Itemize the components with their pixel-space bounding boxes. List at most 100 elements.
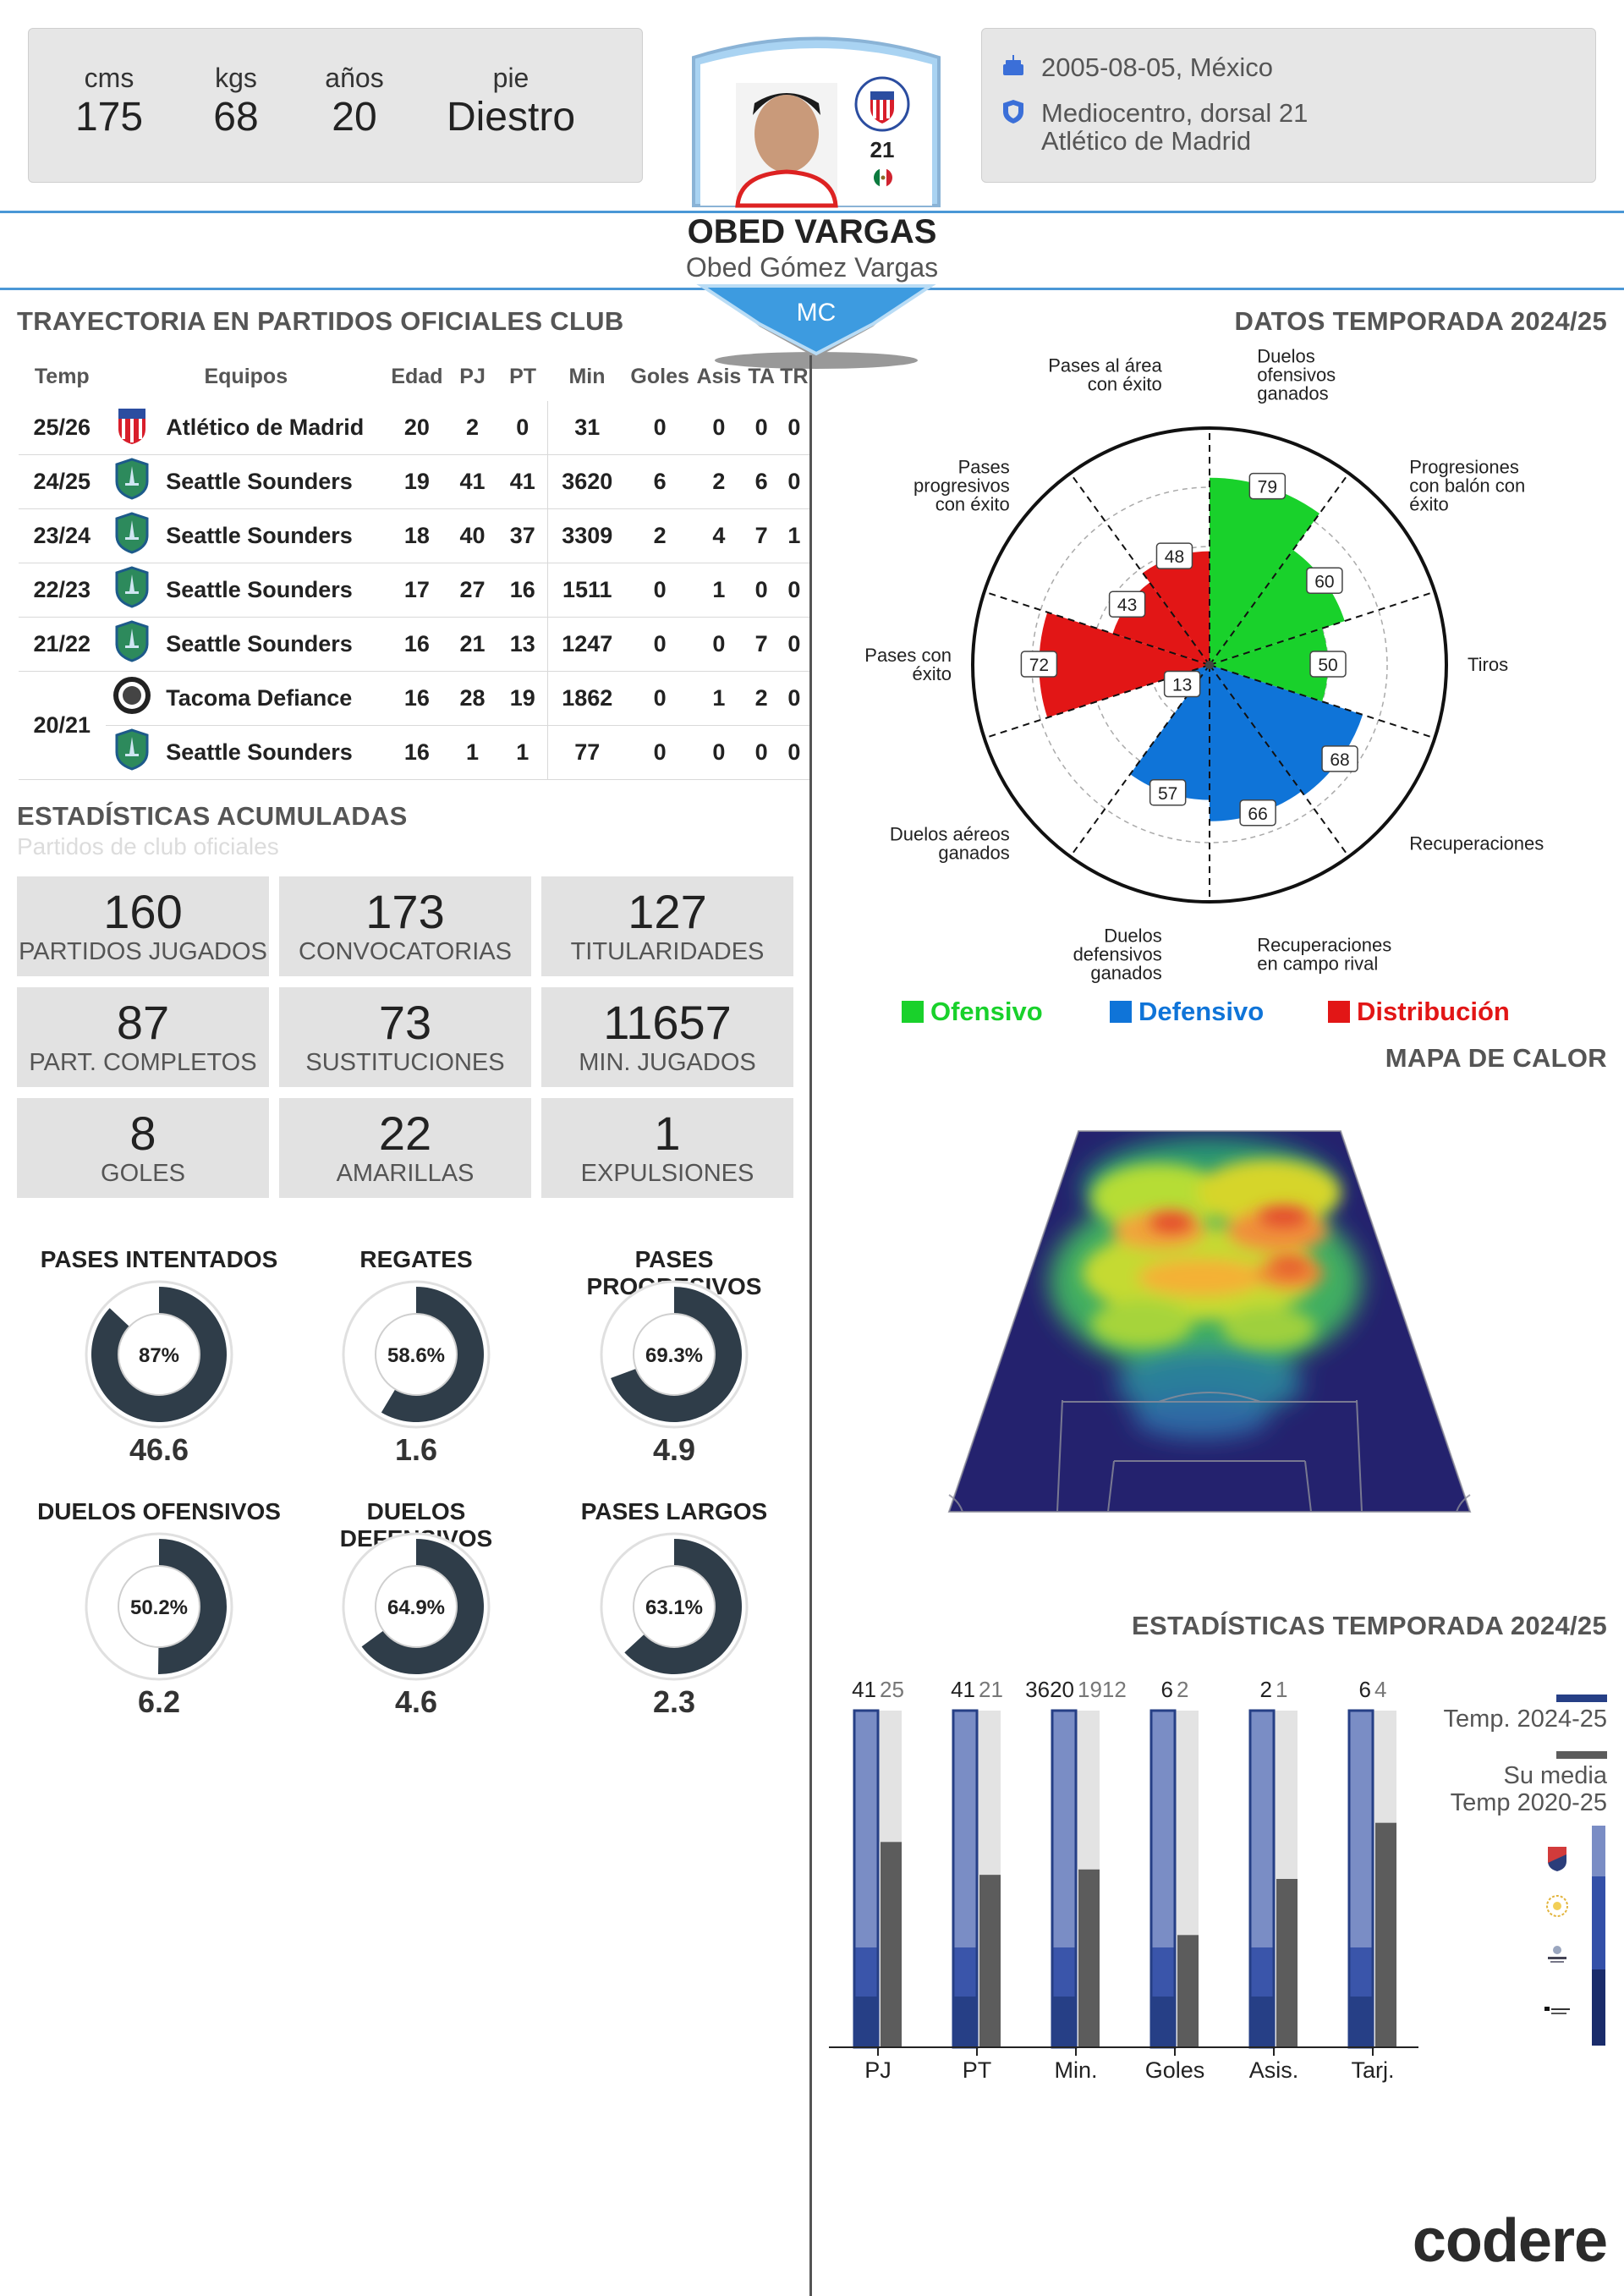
cell-edad: 16 — [387, 725, 447, 780]
cell-pt: 16 — [497, 563, 549, 618]
accumulated-stat: 11657 MIN. JUGADOS — [541, 987, 793, 1087]
radar-category-label: Recuperaciones en campo rival — [1257, 934, 1391, 974]
competition-strip — [1592, 1826, 1605, 2046]
cell-pj: 27 — [447, 563, 498, 618]
cell-asis: 4 — [694, 508, 744, 563]
foot-label: pie — [492, 63, 529, 93]
cell-pj: 1 — [447, 725, 498, 780]
physical-box: cms 175 kgs 68 años 20 pie Diestro — [28, 28, 643, 183]
radar-value-box — [1020, 651, 1058, 678]
donut-chart: 87% — [85, 1280, 233, 1429]
heatmap-pitch — [947, 1130, 1472, 1513]
radar-value-box — [1309, 651, 1347, 678]
donut-percent: 87% — [139, 1344, 179, 1367]
radar-category-label: Pases progresivos con éxito — [914, 456, 1010, 514]
cell-min: 1247 — [547, 617, 627, 672]
cell-min: 3620 — [547, 454, 627, 509]
col-ta: TA — [748, 364, 775, 388]
cell-edad: 16 — [387, 617, 447, 672]
cell-min: 77 — [547, 725, 627, 780]
column-divider — [809, 355, 812, 2296]
bar-average — [979, 1875, 1001, 2047]
cell-pt: 41 — [497, 454, 549, 509]
donut-title: DUELOS OFENSIVOS — [37, 1498, 281, 1524]
legend-current-label: Temp. 2024-25 — [1443, 1706, 1607, 1733]
cell-goles: 2 — [626, 508, 694, 563]
table-row: 20/21 Tacoma Defiance 16 28 19 1862 0 1 2 0 — [19, 671, 809, 780]
legend-label: Defensivo — [1138, 997, 1265, 1026]
col-equipos: Equipos — [204, 364, 288, 388]
bar-category-label: Asis. — [1249, 2057, 1299, 2083]
cell-pj: 41 — [447, 454, 498, 509]
sounders-crest-icon — [105, 725, 160, 780]
donut-value: 6.2 — [137, 1684, 181, 1719]
team-name: Seattle Sounders — [159, 563, 387, 618]
cell-pt: 0 — [497, 401, 549, 455]
weight-stat: kgs 68 — [189, 63, 283, 140]
cell-pt: 19 — [497, 671, 549, 726]
cell-goles: 0 — [626, 671, 694, 726]
radar-value: 48 — [1165, 547, 1184, 567]
cell-tr: 0 — [778, 454, 809, 509]
cell-tr: 0 — [778, 671, 809, 726]
age-label: años — [325, 63, 384, 93]
bar-label-average: 21 — [979, 1677, 1003, 1702]
cell-ta: 7 — [743, 617, 779, 672]
accumulated-stat: 22 AMARILLAS — [279, 1098, 531, 1198]
cell-tr: 0 — [778, 617, 809, 672]
tacoma-crest-icon — [105, 671, 160, 726]
shield-icon — [1001, 98, 1026, 129]
donut-chart: 63.1% — [600, 1532, 749, 1681]
cell-ta: 7 — [743, 508, 779, 563]
radar-category-label: Progresiones con balón con éxito — [1409, 456, 1525, 514]
accumulated-label: PARTIDOS JUGADOS — [19, 938, 267, 965]
sounders-crest-icon — [105, 454, 160, 509]
cell-pj: 21 — [447, 617, 498, 672]
radar-petal — [1210, 665, 1302, 821]
trajectory-title: TRAYECTORIA EN PARTIDOS OFICIALES CLUB — [17, 306, 624, 336]
accumulated-label: AMARILLAS — [336, 1160, 475, 1187]
radar-value: 43 — [1117, 596, 1137, 615]
donut-percent: 64.9% — [387, 1596, 445, 1619]
bar-category-label: Tarj. — [1351, 2057, 1394, 2083]
cell-goles: 0 — [626, 725, 694, 780]
cell-goles: 0 — [626, 563, 694, 618]
table-row: Seattle Sounders 16 1 1 77 0 0 0 0 — [19, 725, 809, 780]
bar-average — [881, 1842, 902, 2047]
card-number: 21 — [870, 137, 895, 162]
position-badge: MC — [796, 299, 837, 327]
trajectory-table: Temp Equipos Edad PJ PT Min Goles Asis T… — [19, 352, 809, 780]
legend-swatch — [1110, 1001, 1132, 1023]
donut-chart: 64.9% — [342, 1532, 491, 1681]
sounders-crest-icon — [105, 508, 160, 563]
cell-edad: 19 — [387, 454, 447, 509]
radar-petal — [1210, 477, 1320, 665]
team-name: Seattle Sounders — [159, 508, 387, 563]
accumulated-label: TITULARIDADES — [570, 938, 765, 965]
bar-average — [1078, 1869, 1100, 2047]
season-radar-chart: 79 Duelos ofensivos ganados 60 Progresiones co… — [864, 347, 1544, 983]
legend-label: Distribución — [1357, 997, 1510, 1026]
cell-pj: 28 — [447, 671, 498, 726]
accumulated-stat: 73 SUSTITUCIONES — [279, 987, 531, 1087]
donut-value: 4.6 — [394, 1684, 438, 1719]
accumulated-stat: 173 CONVOCATORIAS — [279, 876, 531, 976]
col-goles: Goles — [630, 364, 689, 388]
donut-arc — [381, 1287, 484, 1422]
legend-swatch — [1328, 1001, 1350, 1023]
accumulated-label: MIN. JUGADOS — [579, 1049, 756, 1076]
radar-value: 79 — [1258, 478, 1277, 497]
donut-arc — [91, 1287, 227, 1422]
legend-swatch — [902, 1001, 924, 1023]
cell-edad: 18 — [387, 508, 447, 563]
foot-value: Diestro — [446, 95, 576, 140]
accumulated-value: 127 — [628, 885, 707, 938]
bar-label-average: 25 — [880, 1677, 904, 1702]
cell-asis: 2 — [694, 454, 744, 509]
cell-pj: 40 — [447, 508, 498, 563]
donut-percent: 58.6% — [387, 1344, 445, 1367]
birth-info: 2005-08-05, México — [1041, 52, 1273, 82]
leagues-cup-logo-icon — [1543, 2003, 1572, 2024]
bar-label-current: 6 — [1359, 1677, 1371, 1702]
accumulated-value: 87 — [116, 996, 170, 1049]
